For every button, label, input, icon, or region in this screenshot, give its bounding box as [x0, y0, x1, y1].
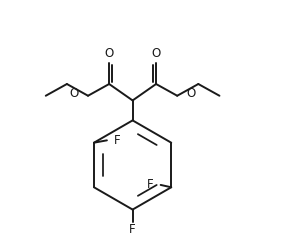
Text: F: F: [114, 134, 121, 147]
Text: O: O: [151, 47, 161, 60]
Text: O: O: [69, 87, 79, 100]
Text: F: F: [147, 178, 154, 191]
Text: F: F: [129, 223, 136, 236]
Text: O: O: [187, 87, 196, 100]
Text: O: O: [105, 47, 114, 60]
